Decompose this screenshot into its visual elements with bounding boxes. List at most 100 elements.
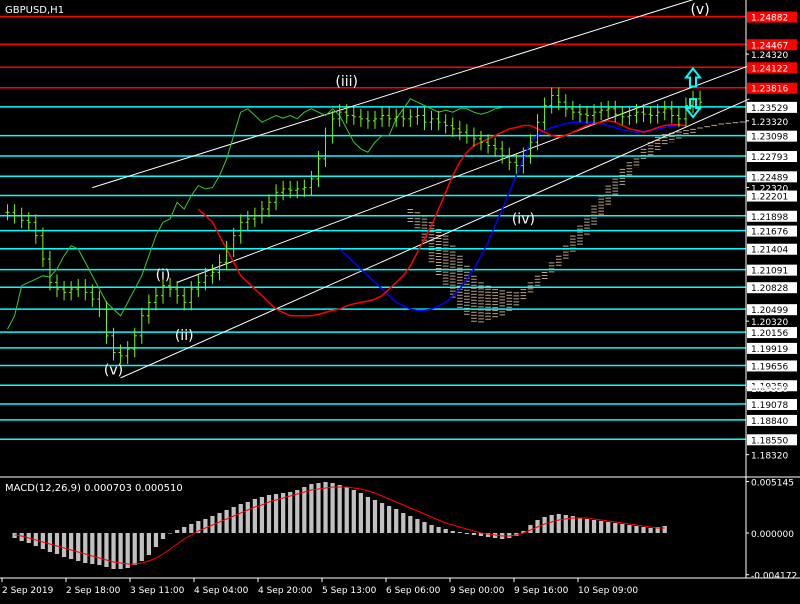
x-tick-label: 10 Sep 09:00	[578, 586, 638, 596]
macd-histogram-bar	[309, 484, 314, 533]
macd-histogram-bar	[203, 519, 208, 533]
macd-histogram-bar	[542, 517, 547, 533]
macd-histogram-bar	[182, 527, 187, 533]
x-tick-label: 5 Sep 13:00	[322, 586, 377, 596]
level-label: 1.20828	[751, 284, 788, 294]
x-tick-label: 2 Sep 18:00	[66, 586, 121, 596]
level-label: 1.18840	[751, 417, 788, 427]
macd-histogram-bar	[577, 518, 583, 533]
y-tick-label: 1.24320	[751, 51, 788, 61]
level-label: 1.20156	[751, 329, 788, 339]
level-label: 1.23816	[751, 85, 788, 95]
chart-title: GBPUSD,H1	[5, 5, 64, 16]
macd-histogram-bar	[266, 495, 272, 533]
macd-histogram-bar	[358, 493, 363, 533]
macd-y-tick-label: 0.005145	[751, 479, 794, 489]
y-tick-label: 1.18320	[751, 452, 788, 462]
arrow-down-icon	[683, 98, 703, 119]
level-label-bg	[747, 360, 797, 372]
level-label-bg	[747, 414, 797, 426]
level-label-bg	[747, 210, 797, 222]
level-label-bg	[747, 62, 797, 74]
macd-histogram-bar	[245, 502, 250, 533]
macd-histogram-bar	[662, 526, 667, 533]
macd-histogram-bar	[167, 533, 173, 534]
macd-title: MACD(12,26,9) 0.000703 0.000510	[5, 483, 183, 494]
macd-histogram-bar	[528, 525, 533, 533]
macd-histogram-bar	[344, 487, 349, 533]
macd-histogram-bar	[118, 533, 123, 569]
macd-histogram-bar	[111, 533, 116, 569]
y-tick-label: 1.20320	[751, 318, 788, 328]
level-label: 1.20499	[751, 306, 788, 316]
macd-histogram-bar	[620, 524, 625, 533]
macd-y-tick-label: 0.000000	[751, 530, 794, 540]
macd-histogram-bar	[429, 525, 434, 533]
level-label: 1.24122	[751, 64, 788, 74]
macd-histogram-bar	[599, 521, 604, 533]
level-label: 1.23529	[751, 104, 788, 114]
macd-histogram-bar	[104, 533, 109, 567]
macd-histogram-bar	[627, 525, 632, 533]
macd-histogram-bar	[316, 483, 321, 533]
macd-y-tick-label: -0.004172	[751, 572, 797, 582]
kijun-line	[339, 121, 686, 312]
macd-histogram-bar	[422, 522, 427, 533]
macd-panel	[12, 482, 667, 569]
main-price-panel: (v) (i) (ii) (iii) (iv) (v)	[0, 0, 750, 441]
macd-histogram-bar	[273, 494, 279, 533]
level-label: 1.21404	[751, 246, 788, 256]
macd-histogram-bar	[224, 510, 229, 533]
macd-histogram-bar	[556, 514, 561, 533]
level-label-bg	[747, 151, 797, 163]
macd-histogram-bar	[372, 500, 378, 533]
level-label-bg	[747, 243, 797, 255]
macd-histogram-bar	[189, 524, 194, 533]
x-tick-label: 9 Sep 00:00	[450, 586, 505, 596]
macd-histogram-bar	[379, 503, 385, 533]
macd-histogram-bar	[563, 515, 568, 533]
channel-upper-line	[92, 0, 694, 189]
x-tick-label: 2 Sep 2019	[2, 586, 54, 596]
macd-histogram-bar	[19, 533, 24, 541]
channel-lower-line	[120, 98, 750, 379]
level-label: 1.18550	[751, 436, 788, 446]
level-label: 1.19359	[751, 382, 788, 392]
macd-histogram-bar	[252, 499, 257, 533]
macd-histogram-bar	[196, 521, 201, 533]
level-label-bg	[747, 342, 797, 354]
macd-histogram-bar	[231, 507, 236, 533]
level-label-bg	[747, 327, 797, 339]
macd-histogram-bar	[436, 527, 441, 533]
macd-histogram-bar	[288, 492, 293, 533]
macd-histogram-bar	[153, 533, 159, 547]
macd-histogram-bar	[591, 520, 597, 533]
macd-histogram-bar	[83, 533, 88, 563]
macd-histogram-bar	[97, 533, 102, 565]
level-label-bg	[747, 434, 797, 446]
x-tick-label: 6 Sep 06:00	[386, 586, 441, 596]
level-label-bg	[747, 225, 797, 237]
macd-histogram-bar	[351, 490, 356, 533]
level-label: 1.21091	[751, 267, 788, 277]
macd-histogram-bar	[408, 516, 413, 533]
macd-histogram-bar	[464, 533, 469, 534]
macd-histogram-bar	[634, 526, 639, 533]
macd-histogram-bar	[337, 485, 342, 533]
macd-histogram-bar	[302, 487, 307, 533]
level-label-bg	[747, 171, 797, 183]
macd-histogram-bar	[478, 533, 484, 536]
macd-histogram-bar	[443, 529, 448, 533]
y-tick-label: 1.19320	[751, 385, 788, 395]
y-tick-label: 1.23320	[751, 118, 788, 128]
level-label-bg	[747, 399, 797, 411]
level-label-bg	[747, 380, 797, 392]
x-tick-label: 3 Sep 11:00	[130, 586, 185, 596]
x-tick-label: 9 Sep 16:00	[514, 586, 569, 596]
macd-histogram-bar	[387, 506, 392, 533]
macd-histogram-bar	[139, 533, 144, 561]
